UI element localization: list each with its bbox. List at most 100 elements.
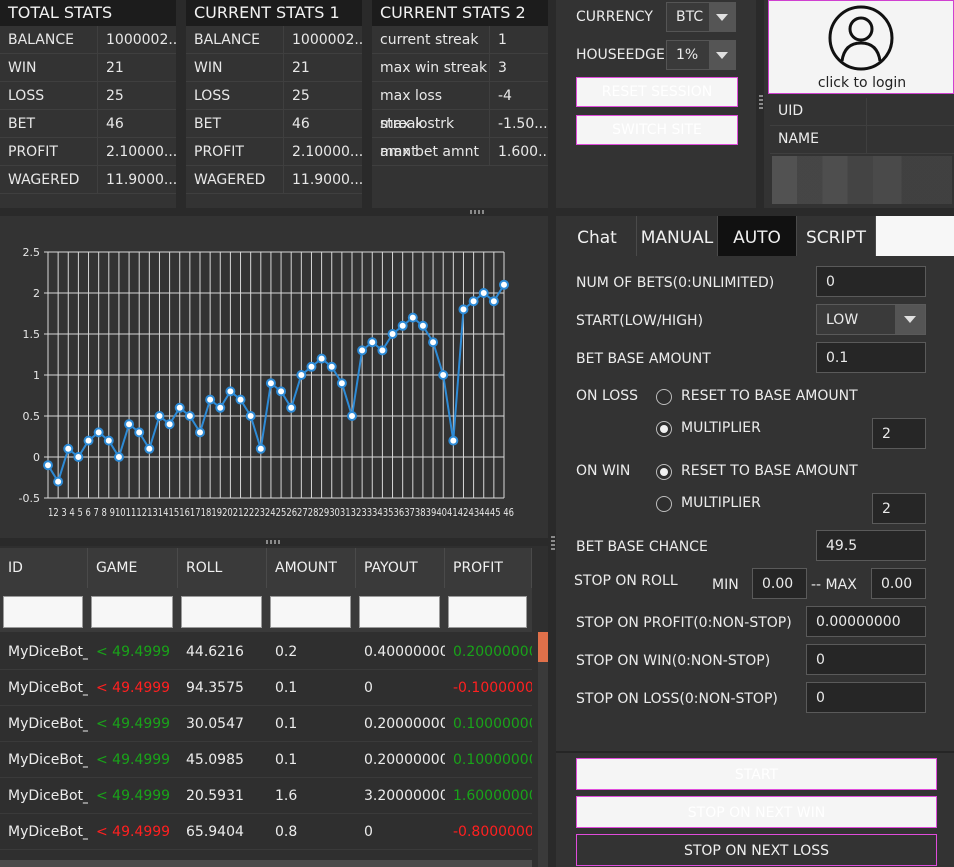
stats-label: WIN [0,54,98,81]
tab-bar-fill [876,216,954,256]
cell-roll: 30.0547 [186,716,244,732]
cell-amount: 0.1 [275,680,298,696]
cell-profit: 1.60000000 [453,788,532,804]
stats-row: BET 46 [0,110,176,138]
history-h-scrollbar[interactable] [0,860,532,867]
data-point [316,353,327,364]
data-point [63,443,74,454]
stop-next-win-button[interactable]: STOP ON NEXT WIN [576,796,937,828]
stop-win-label: STOP ON WIN(0:NON-STOP) [576,653,771,669]
data-point [347,411,357,421]
cell-amount: 0.1 [275,716,298,732]
table-row[interactable]: MyDiceBot_a < 49.4999 65.9404 0.8 0 -0.800000… [0,814,532,850]
num-bets-input[interactable]: 0 [816,266,926,297]
start-label: START(LOW/HIGH) [576,313,704,329]
history-scrollbar[interactable] [538,632,548,867]
filter-input-game[interactable] [91,596,173,628]
stats-value: 46 [292,116,310,132]
cell-game: < 49.4999 [96,716,171,732]
stop-on-roll-label: STOP ON ROLL [574,573,678,589]
table-row[interactable]: MyDiceBot_c < 49.4999 30.0547 0.1 0.20000000… [0,706,532,742]
stats-value: 46 [106,116,124,132]
column-header-payout[interactable]: PAYOUT [356,548,445,588]
tab-script[interactable]: SCRIPT [797,216,876,256]
resize-handle[interactable] [266,540,280,544]
data-point [357,345,368,356]
tab-auto[interactable]: AUTO [718,216,797,256]
column-header-id[interactable]: ID [0,548,88,588]
column-header-game[interactable]: GAME [88,548,178,588]
on-loss-multiplier-input[interactable]: 2 [872,418,926,449]
filter-input-id[interactable] [3,596,83,628]
resize-handle[interactable] [759,95,763,109]
cell-roll: 65.9404 [186,824,244,840]
filter-input-payout[interactable] [359,596,440,628]
profit-series-line [47,284,505,484]
tab-manual[interactable]: MANUAL [637,216,718,256]
resize-handle[interactable] [470,210,484,214]
on-win-multiplier-radio[interactable] [656,496,672,512]
switch-site-button[interactable]: SWITCH SITE [576,115,738,145]
stop-next-loss-button[interactable]: STOP ON NEXT LOSS [576,834,937,866]
cell-roll: 20.5931 [186,788,244,804]
resize-handle[interactable] [551,536,555,550]
cell-game: < 49.4999 [96,824,171,840]
stop-roll-min-input[interactable]: 0.00 [752,568,807,599]
data-point [296,370,307,380]
cell-roll: 44.6216 [186,644,244,660]
stop-win-input[interactable]: 0 [806,644,926,675]
table-row[interactable]: MyDiceBot_c < 49.4999 94.3575 0.1 0 -0.100000… [0,670,532,706]
stats-row: WAGERED 11.9000... [0,166,176,194]
cell-profit: 0.10000000 [453,716,532,732]
filter-input-amount[interactable] [270,596,351,628]
divider [176,0,186,208]
current-stats-1-table: CURRENT STATS 1 BALANCE 1000002... WIN 21 LO… [186,0,362,194]
y-tick-label: 1 [33,369,40,382]
currency-select[interactable]: BTC [666,2,736,32]
stats-label: PROFIT [0,138,98,165]
table-row[interactable]: MyDiceBot_c < 49.4999 20.5931 1.6 3.20000000… [0,778,532,814]
current-stats-2-title: CURRENT STATS 2 [372,0,548,26]
start-button[interactable]: START [576,758,937,790]
on-win-multiplier-label[interactable]: MULTIPLIER [681,495,761,511]
on-win-reset-radio[interactable] [656,464,672,480]
data-point [428,337,439,348]
column-header-roll[interactable]: ROLL [178,548,267,588]
chevron-down-icon [709,3,735,31]
y-tick-label: -0.5 [19,492,40,505]
on-win-multiplier-input[interactable]: 2 [872,493,926,524]
scrollbar-thumb[interactable] [538,632,548,662]
tab-chat[interactable]: Chat [558,216,637,256]
houseedge-select[interactable]: 1% [666,40,736,70]
start-select[interactable]: LOW [816,304,926,335]
stop-roll-max-input[interactable]: 0.00 [871,568,926,599]
on-loss-reset-label[interactable]: RESET TO BASE AMOUNT [681,388,858,404]
cell-payout: 0.40000000 [364,644,445,660]
stats-value: 3 [498,60,507,76]
reset-session-button[interactable]: RESET SESSION [576,77,738,107]
table-row[interactable]: MyDiceBot_b < 49.4999 45.0985 0.1 0.20000000… [0,742,532,778]
stats-row: max loss streak -4 [372,82,548,132]
bet-base-amount-input[interactable]: 0.1 [816,342,926,373]
stop-profit-input[interactable]: 0.00000000 [806,606,926,637]
divider [866,126,867,154]
login-box[interactable]: click to login [768,0,954,94]
data-point [488,296,499,307]
data-point [397,320,408,331]
on-win-reset-label[interactable]: RESET TO BASE AMOUNT [681,463,858,479]
bet-base-chance-input[interactable]: 49.5 [816,530,926,561]
stats-row: BALANCE 1000002... [186,26,362,54]
column-header-amount[interactable]: AMOUNT [267,548,356,588]
cell-payout: 0.20000000 [364,716,445,732]
uid-row: UID [770,98,954,126]
filter-input-roll[interactable] [181,596,262,628]
on-loss-multiplier-radio[interactable] [656,421,672,437]
on-loss-reset-radio[interactable] [656,389,672,405]
filter-input-profit[interactable] [448,596,527,628]
stats-label: BALANCE [186,26,284,53]
stop-loss-input[interactable]: 0 [806,682,926,713]
on-loss-multiplier-label[interactable]: MULTIPLIER [681,420,761,436]
user-avatar-icon [828,5,894,71]
table-row[interactable]: MyDiceBot_0 < 49.4999 44.6216 0.2 0.40000000… [0,634,532,670]
column-header-profit[interactable]: PROFIT [445,548,532,588]
